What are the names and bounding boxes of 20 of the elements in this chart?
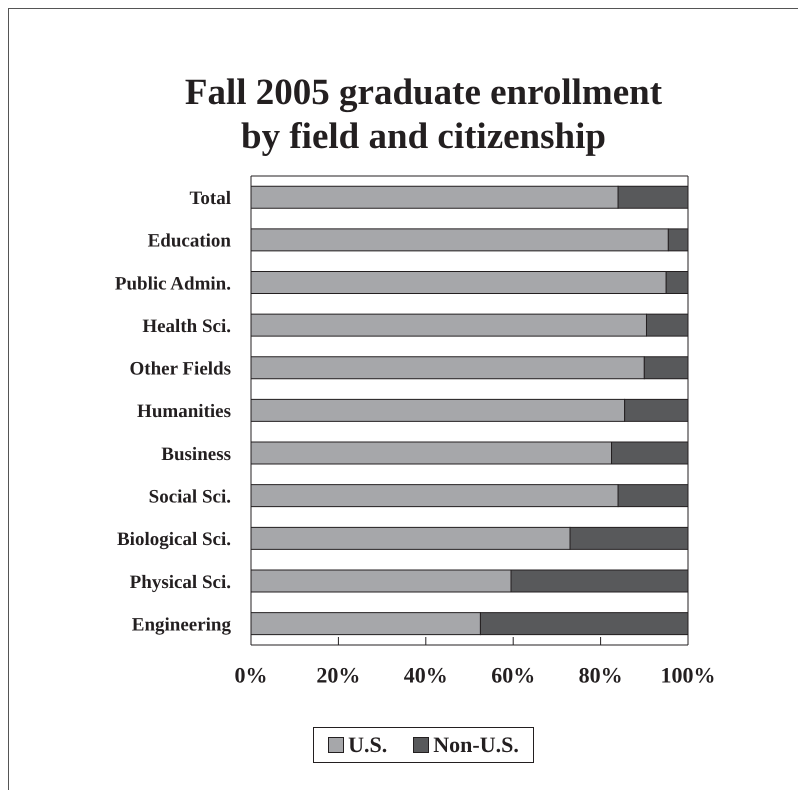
y-tick-label: Engineering [132, 614, 232, 636]
y-tick-label: Public Admin. [114, 273, 231, 294]
x-tick-label: 20% [316, 662, 360, 688]
legend-label: Non-U.S. [432, 732, 519, 758]
x-tick-label: 100% [660, 662, 716, 688]
y-tick-label: Total [189, 188, 231, 210]
x-tick-label: 80% [578, 662, 623, 688]
y-tick-label: Humanities [137, 401, 231, 422]
y-tick-label: Social Sci. [148, 486, 231, 508]
y-tick-label: Business [161, 444, 231, 465]
chart-title: Fall 2005 graduate enrollment by field and citizenship [184, 71, 664, 159]
y-tick-label: Biological Sci. [117, 529, 231, 550]
y-tick-label: Health Sci. [142, 316, 231, 337]
legend-label: U.S. [347, 732, 388, 758]
x-tick-label: 40% [404, 662, 448, 688]
x-tick-label: 0% [234, 662, 268, 688]
x-tick-label: 60% [491, 662, 536, 688]
y-tick-label: Education [148, 230, 232, 252]
y-tick-label: Physical Sci. [130, 572, 231, 593]
y-tick-label: Other Fields [129, 358, 231, 380]
